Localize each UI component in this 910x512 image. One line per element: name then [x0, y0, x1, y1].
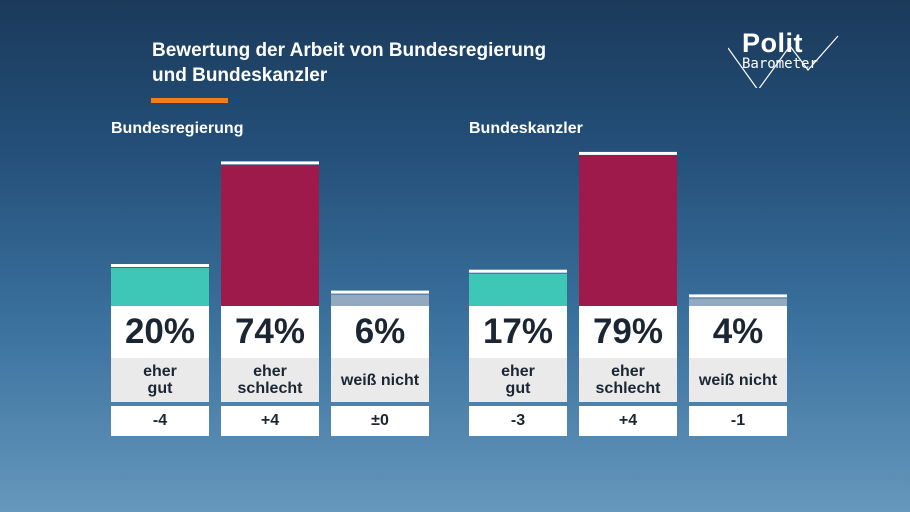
chart-title: Bewertung der Arbeit von Bundesregierung…	[152, 40, 547, 86]
title-accent-line	[151, 98, 228, 103]
bar-top-line-p1-weiss-nicht	[331, 290, 429, 294]
category-label-p2-weiss-nicht: weiß nicht	[689, 358, 787, 402]
logo-text-barometer: Barometer	[742, 56, 818, 72]
bar-p2-eher-gut	[469, 273, 567, 306]
category-label-p1-eher-gut: eher gut	[111, 358, 209, 402]
value-label-p1-eher-gut: 20%	[111, 306, 209, 358]
checkmark-icon	[728, 35, 839, 88]
bar-top-line-p2-weiss-nicht	[689, 294, 787, 298]
category-label-p1-weiss-nicht: weiß nicht	[331, 358, 429, 402]
value-label-p2-weiss-nicht: 4%	[689, 306, 787, 358]
bar-top-line-p2-eher-gut	[469, 269, 567, 273]
change-label-p2-eher-schlecht: +4	[579, 406, 677, 436]
change-label-p2-eher-gut: -3	[469, 406, 567, 436]
bar-top-line-p1-eher-gut	[111, 264, 209, 267]
bar-p1-eher-schlecht	[221, 165, 319, 306]
change-label-p1-eher-gut: -4	[111, 406, 209, 436]
bar-top-line-p1-eher-schlecht	[221, 161, 319, 165]
change-label-p1-weiss-nicht: ±0	[331, 406, 429, 436]
bar-p1-eher-gut	[111, 268, 209, 306]
category-label-p2-eher-gut: eher gut	[469, 358, 567, 402]
panel-title-bundesregierung: Bundesregierung	[111, 120, 244, 137]
category-label-p2-eher-schlecht: eher schlecht	[579, 358, 677, 402]
panel-title-bundeskanzler: Bundeskanzler	[469, 120, 583, 137]
bar-p2-eher-schlecht	[579, 155, 677, 306]
value-label-p1-weiss-nicht: 6%	[331, 306, 429, 358]
value-label-p2-eher-gut: 17%	[469, 306, 567, 358]
change-label-p2-weiss-nicht: -1	[689, 406, 787, 436]
bar-p2-weiss-nicht	[689, 298, 787, 306]
bar-p1-weiss-nicht	[331, 294, 429, 306]
logo-text-polit: Polit	[742, 28, 803, 58]
value-label-p1-eher-schlecht: 74%	[221, 306, 319, 358]
change-label-p1-eher-schlecht: +4	[221, 406, 319, 436]
category-label-p1-eher-schlecht: eher schlecht	[221, 358, 319, 402]
value-label-p2-eher-schlecht: 79%	[579, 306, 677, 358]
politbarometer-logo: Polit Barometer	[728, 28, 846, 88]
bar-top-line-p2-eher-schlecht	[579, 151, 677, 155]
